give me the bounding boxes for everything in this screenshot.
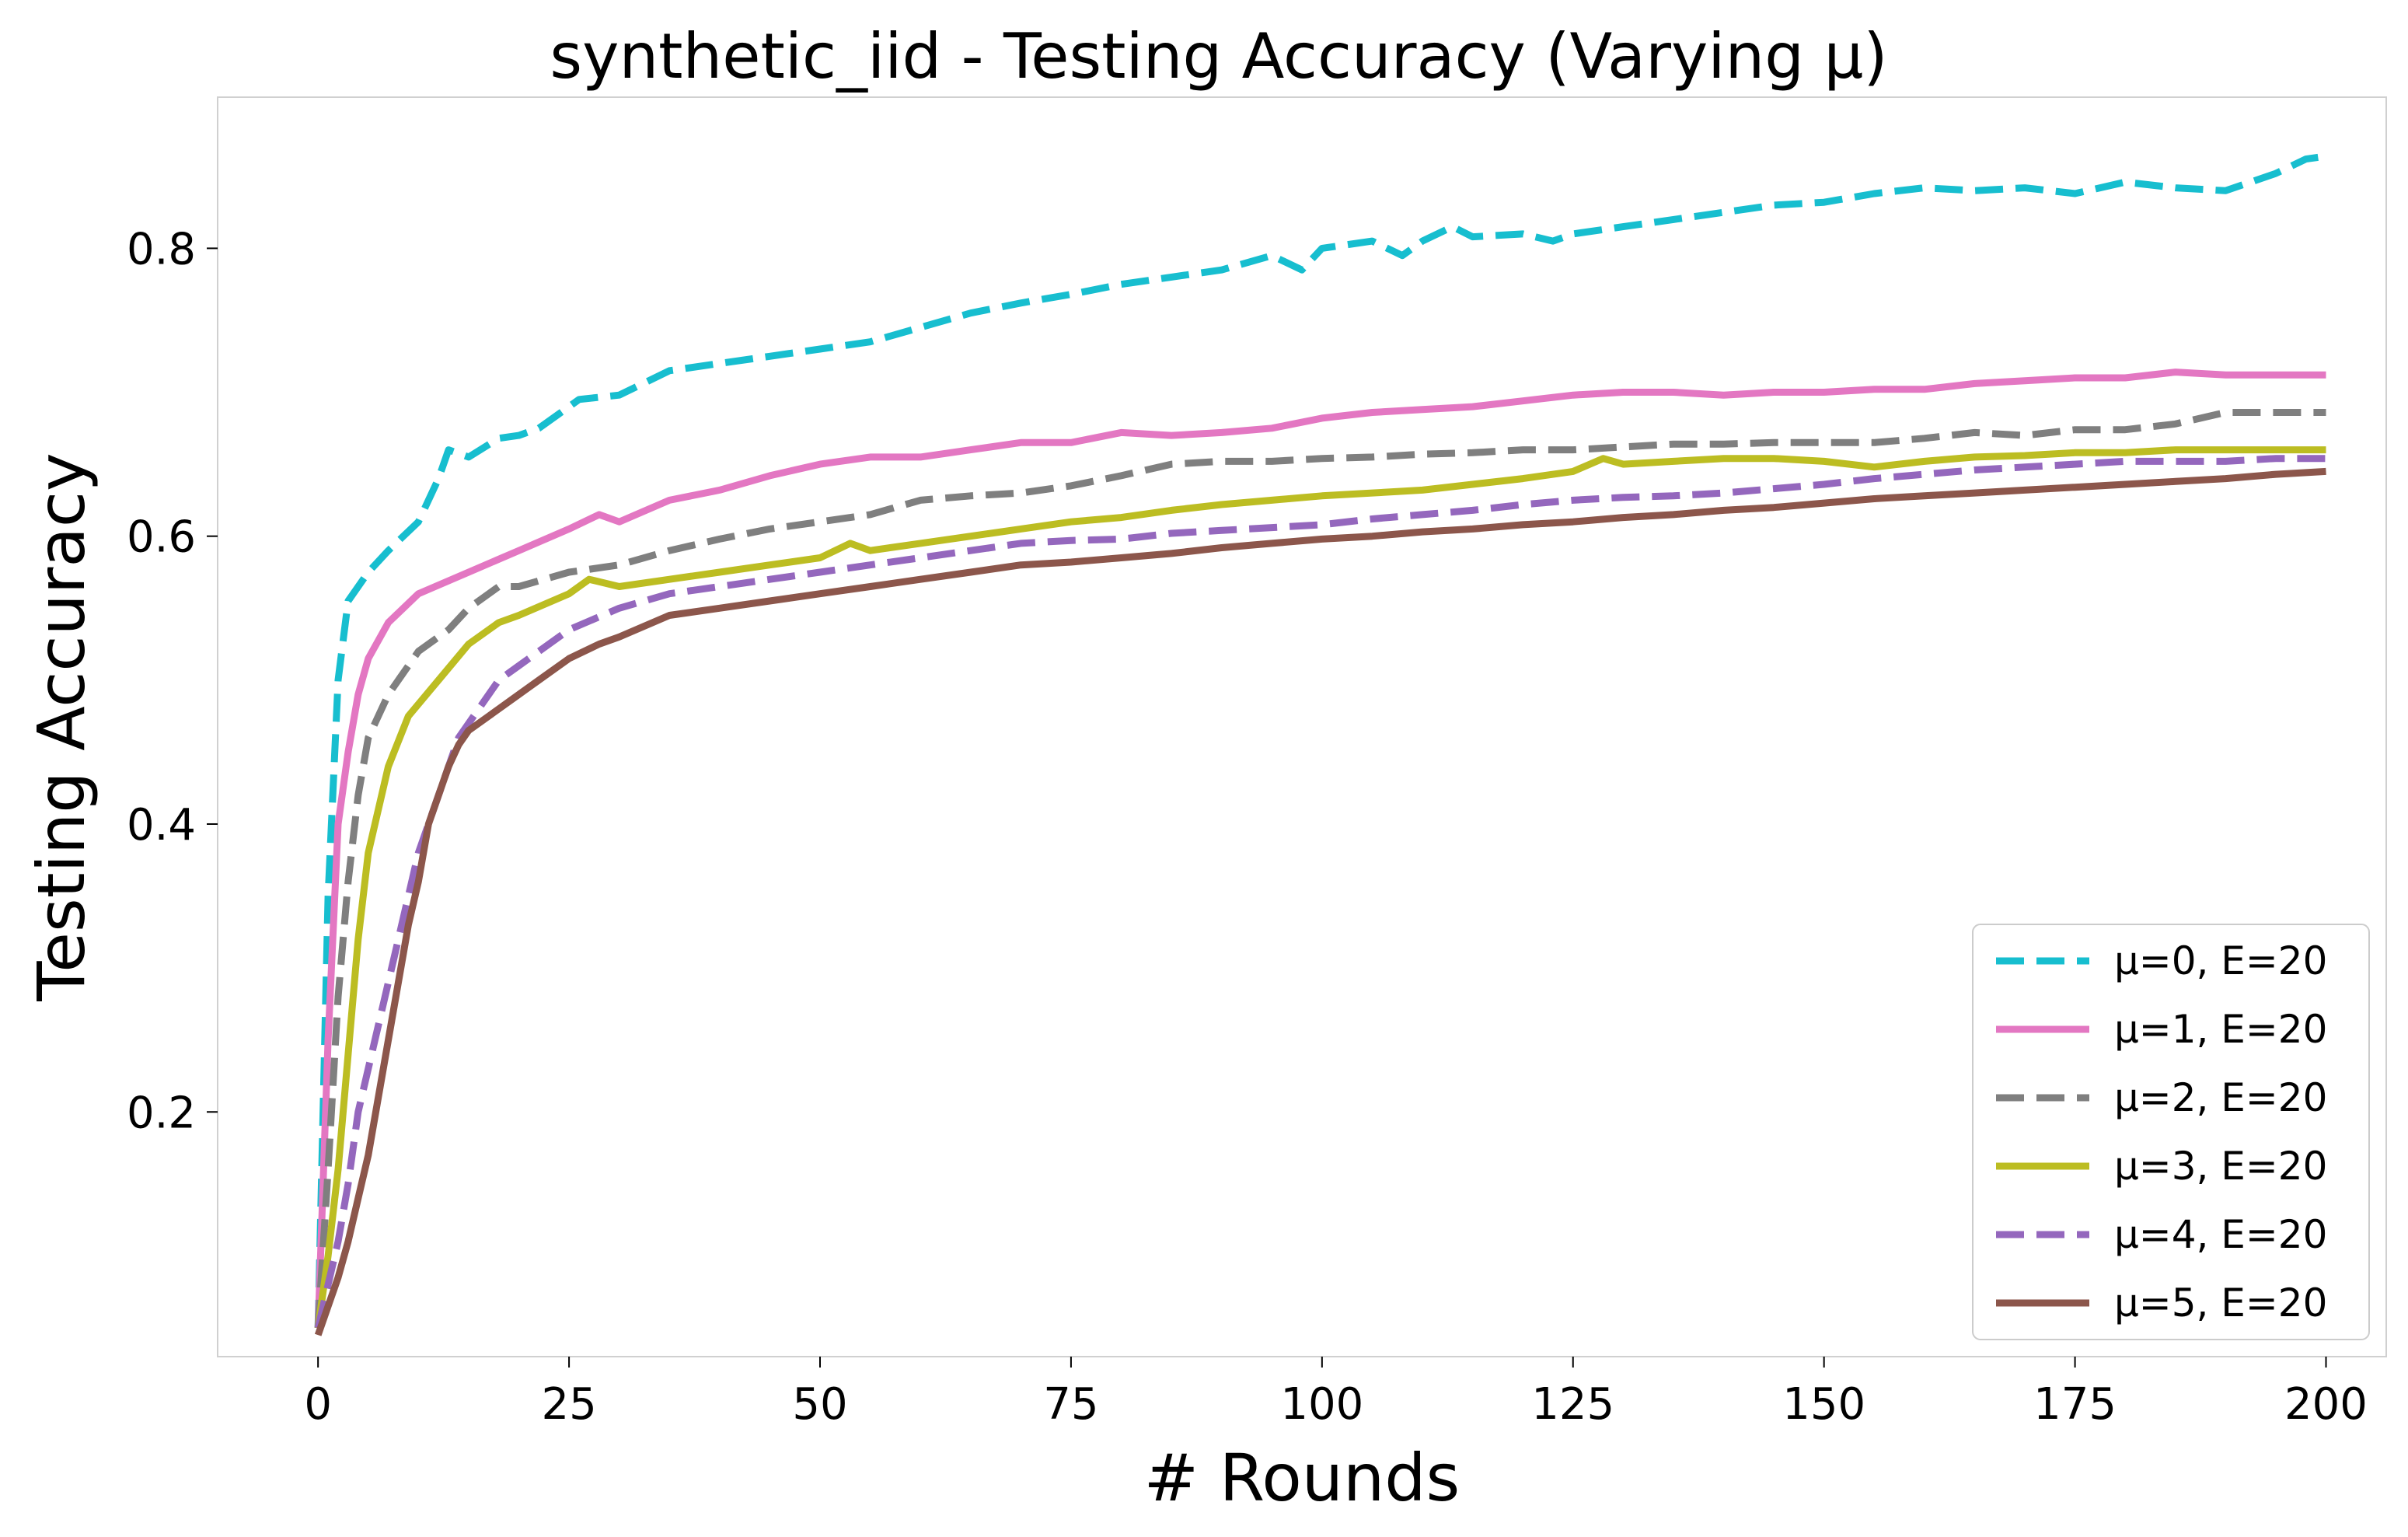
- x-tick-label: 175: [2033, 1379, 2117, 1430]
- x-tick-label: 25: [541, 1379, 596, 1430]
- legend: μ=0, E=20 μ=1, E=20 μ=2, E=20 μ=3, E=20 μ=4,…: [1972, 924, 2370, 1340]
- x-tick-label: 125: [1531, 1379, 1614, 1430]
- x-tick-label: 100: [1280, 1379, 1363, 1430]
- plot-area-frame: [217, 96, 2387, 1357]
- series-lines: [314, 152, 2327, 1336]
- y-tick-label: 0.6: [127, 512, 196, 563]
- x-tick-label: 150: [1782, 1379, 1865, 1430]
- x-axis: 0 25 50 75 100 125 150 175 200: [304, 1357, 2368, 1430]
- legend-label: μ=1, E=20: [2114, 1007, 2327, 1052]
- series-line-3: [314, 409, 2326, 1329]
- x-tick-label: 75: [1043, 1379, 1098, 1430]
- series-line-1: [314, 152, 2327, 1329]
- chart-title: synthetic_iid - Testing Accuracy (Varyin…: [550, 20, 1887, 93]
- legend-label: μ=2, E=20: [2114, 1075, 2327, 1120]
- y-axis: 0.2 0.4 0.6 0.8: [127, 224, 218, 1138]
- series-line-4: [314, 446, 2326, 1329]
- x-tick-label: 0: [304, 1379, 332, 1430]
- legend-label: μ=4, E=20: [2114, 1212, 2327, 1257]
- x-tick-label: 200: [2284, 1379, 2368, 1430]
- y-axis-title: Testing Accuracy: [23, 452, 99, 1002]
- legend-label: μ=0, E=20: [2114, 938, 2327, 983]
- series-line-2: [314, 369, 2326, 1329]
- x-axis-title: # Rounds: [1144, 1440, 1461, 1516]
- legend-box: [1972, 924, 2370, 1340]
- y-tick-label: 0.2: [127, 1088, 196, 1138]
- legend-label: μ=3, E=20: [2114, 1144, 2327, 1189]
- y-tick-label: 0.8: [127, 224, 196, 274]
- y-tick-label: 0.4: [127, 800, 196, 851]
- series-line-6: [314, 467, 2326, 1336]
- legend-label: μ=5, E=20: [2114, 1280, 2327, 1326]
- x-tick-label: 50: [792, 1379, 847, 1430]
